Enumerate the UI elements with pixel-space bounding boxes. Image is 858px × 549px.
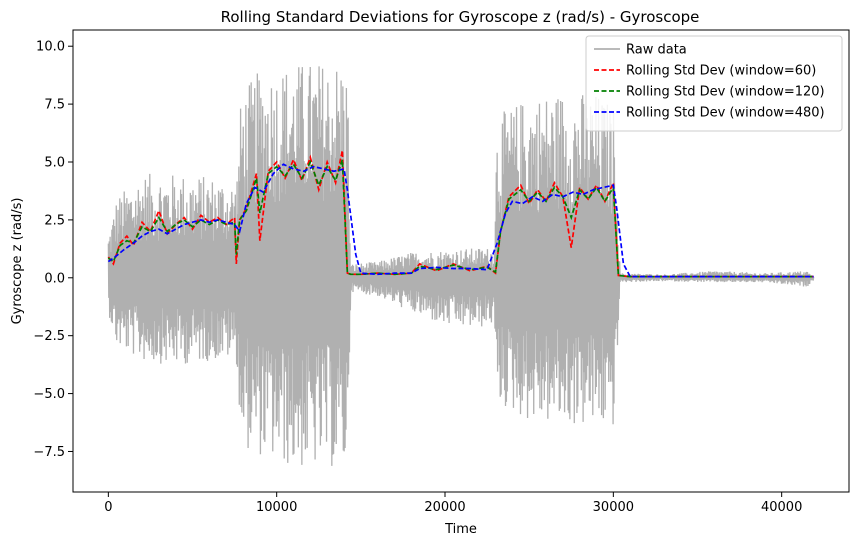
series-line-3 xyxy=(107,163,814,278)
x-axis-label: Time xyxy=(444,522,477,537)
legend-label: Rolling Std Dev (window=480) xyxy=(626,106,825,121)
x-tick-label: 0 xyxy=(104,500,112,515)
raw-data-layer xyxy=(107,66,815,466)
y-axis: −7.5 −5.0 −2.5 0.0 2.5 5.0 7.5 10.0 xyxy=(33,40,73,460)
legend-label: Rolling Std Dev (window=60) xyxy=(626,64,816,79)
y-axis-label: Gyroscope z (rad/s) xyxy=(10,198,25,325)
chart-title: Rolling Standard Deviations for Gyroscop… xyxy=(221,8,700,26)
legend: Raw data Rolling Std Dev (window=60) Rolli… xyxy=(585,35,843,132)
legend-label: Raw data xyxy=(626,43,687,58)
x-tick-label: 30000 xyxy=(593,500,634,515)
x-axis: 0 10000 20000 30000 40000 xyxy=(104,492,802,515)
series-line-2 xyxy=(107,159,814,278)
y-tick-label: 0.0 xyxy=(44,271,65,286)
y-tick-label: 5.0 xyxy=(44,156,65,171)
x-tick-label: 20000 xyxy=(424,500,465,515)
raw-data-line xyxy=(107,66,815,466)
y-tick-label: −7.5 xyxy=(33,445,65,460)
y-tick-label: 10.0 xyxy=(36,40,65,55)
y-tick-label: −5.0 xyxy=(33,387,65,402)
legend-label: Rolling Std Dev (window=120) xyxy=(626,85,825,100)
y-tick-label: 2.5 xyxy=(44,213,65,228)
series-layer xyxy=(107,150,814,278)
y-tick-label: −2.5 xyxy=(33,329,65,344)
x-tick-label: 10000 xyxy=(256,500,297,515)
legend-box xyxy=(585,35,843,132)
plot-frame xyxy=(72,29,850,493)
x-tick-label: 40000 xyxy=(761,500,802,515)
y-tick-label: 7.5 xyxy=(44,98,65,113)
